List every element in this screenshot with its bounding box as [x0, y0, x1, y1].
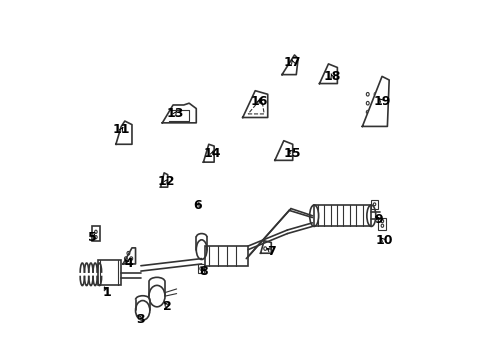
Text: 8: 8	[199, 265, 207, 278]
Text: 12: 12	[157, 175, 174, 188]
Bar	[198, 264, 204, 273]
Bar	[205, 246, 247, 266]
Polygon shape	[162, 103, 196, 123]
Polygon shape	[362, 76, 388, 126]
Polygon shape	[242, 91, 267, 117]
Text: 4: 4	[124, 257, 133, 270]
Text: 5: 5	[88, 231, 97, 244]
Text: 18: 18	[323, 70, 340, 83]
Text: 3: 3	[136, 313, 145, 326]
Polygon shape	[274, 141, 292, 160]
Text: 16: 16	[249, 95, 267, 108]
Text: 1: 1	[102, 286, 111, 299]
Bar	[313, 205, 370, 226]
Text: 6: 6	[193, 198, 202, 212]
Bar	[378, 217, 386, 230]
Text: 14: 14	[203, 147, 221, 160]
Text: 19: 19	[372, 95, 390, 108]
Text: 9: 9	[373, 213, 382, 226]
Text: 13: 13	[166, 107, 183, 120]
Polygon shape	[160, 173, 167, 187]
Text: 2: 2	[163, 300, 172, 313]
Bar	[98, 260, 121, 285]
Polygon shape	[116, 121, 132, 144]
Polygon shape	[282, 55, 298, 75]
Bar	[92, 226, 100, 241]
Bar	[370, 200, 377, 208]
Text: 10: 10	[374, 234, 392, 247]
Text: 11: 11	[112, 123, 130, 136]
Text: 15: 15	[284, 147, 301, 160]
Polygon shape	[203, 144, 214, 162]
Text: 7: 7	[266, 245, 275, 258]
Text: 17: 17	[284, 55, 301, 69]
Polygon shape	[319, 64, 337, 84]
